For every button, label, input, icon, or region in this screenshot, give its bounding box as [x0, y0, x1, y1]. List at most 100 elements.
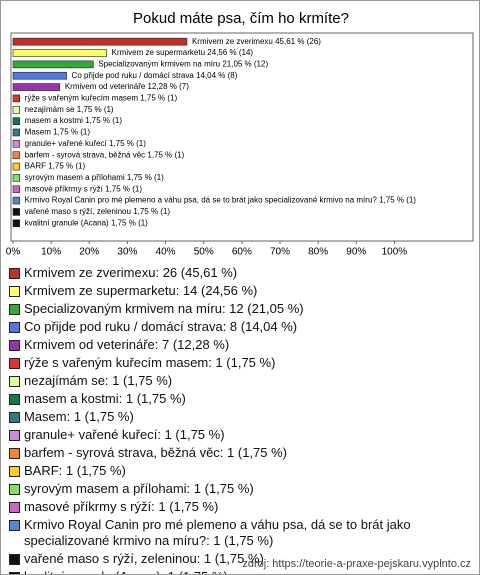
- legend-label: masem a kostmi: 1 (1,75 %): [24, 391, 186, 406]
- source: zdroj: https://teorie-a-praxe-pejskaru.v…: [242, 558, 471, 570]
- legend-label: Krmivem ze zverimexu: 26 (45,61 %): [24, 265, 238, 280]
- bar-label: Specializovaným krmivem na míru 21,05 % …: [98, 59, 268, 68]
- legend-swatch: [9, 430, 20, 441]
- x-tick-label: 0%: [6, 247, 21, 258]
- legend-swatch: [9, 502, 20, 513]
- legend-swatch: [9, 484, 20, 495]
- legend-item: Specializovaným krmivem na míru: 12 (21,…: [9, 301, 464, 317]
- bar: [12, 83, 61, 91]
- legend-item: BARF: 1 (1,75 %): [9, 463, 464, 479]
- legend-swatch: [9, 554, 20, 565]
- x-tick-label: 90%: [346, 247, 366, 258]
- x-tick-label: 60%: [232, 247, 252, 258]
- legend-item: Krmivem ze zverimexu: 26 (45,61 %): [9, 265, 464, 281]
- bar-label: masem a kostmi 1,75 % (1): [25, 116, 123, 125]
- legend-label: barfem - syrová strava, běžná věc: 1 (1,…: [24, 445, 287, 460]
- bar-label: Masem 1,75 % (1): [25, 128, 91, 137]
- bar: [12, 94, 20, 103]
- legend-label: Krmivo Royal Canin pro mé plemeno a váhu…: [24, 517, 411, 548]
- legend-label: syrovým masem a přílohami: 1 (1,75 %): [24, 481, 254, 496]
- legend-label: kvalitní granule (Acana): 1 (1,75 %): [24, 569, 228, 574]
- bar-label: barfem - syrová strava, běžná věc 1,75 %…: [25, 150, 185, 159]
- legend-item: barfem - syrová strava, běžná věc: 1 (1,…: [9, 445, 464, 461]
- bar-label: kvalitní granule (Acana) 1,75 % (1): [25, 218, 149, 227]
- bar-label: rýže s vařeným kuřecím masem 1,75 % (1): [25, 94, 178, 103]
- x-tick-label: 20%: [79, 247, 99, 258]
- legend-item: rýže s vařeným kuřecím masem: 1 (1,75 %): [9, 355, 464, 371]
- bar-label: Krmivem od veterináře 12,28 % (7): [65, 82, 189, 91]
- bar-label: syrovým masem a přílohami 1,75 % (1): [25, 173, 164, 182]
- bar-label: masové příkrmy s rýží 1,75 % (1): [25, 184, 143, 193]
- bar-label: BARF 1,75 % (1): [25, 162, 86, 171]
- x-tick-label: 30%: [117, 247, 137, 258]
- bar: [12, 208, 20, 216]
- bar: [12, 60, 94, 69]
- bar: [12, 128, 20, 137]
- x-tick-label: 50%: [194, 247, 214, 258]
- legend-swatch: [9, 520, 20, 531]
- legend-swatch: [9, 358, 20, 369]
- legend-item: granule+ vařené kuřecí: 1 (1,75 %): [9, 427, 464, 443]
- bar-label: Co přijde pod ruku / domácí strava 14,04…: [72, 71, 238, 80]
- legend-label: Co přijde pod ruku / domácí strava: 8 (1…: [24, 319, 298, 334]
- bar: [12, 140, 20, 148]
- legend-swatch: [9, 322, 20, 333]
- bar: [12, 49, 107, 57]
- bar-label: nezajímám se 1,75 % (1): [25, 105, 114, 114]
- bar: [12, 71, 67, 80]
- x-tick-label: 100%: [382, 247, 408, 258]
- legend-label: vařené maso s rýží, zeleninou: 1 (1,75 %…: [24, 551, 264, 566]
- legend-item: nezajímám se: 1 (1,75 %): [9, 373, 464, 389]
- legend-label: Krmivem ze supermarketu: 14 (24,56 %): [24, 283, 258, 298]
- x-tick-label: 10%: [41, 247, 61, 258]
- bar: [12, 162, 20, 171]
- legend-label: Masem: 1 (1,75 %): [24, 409, 134, 424]
- legend-label: granule+ vařené kuřecí: 1 (1,75 %): [24, 427, 225, 442]
- x-tick-label: 70%: [270, 247, 290, 258]
- legend-swatch: [9, 394, 20, 405]
- legend-swatch: [9, 448, 20, 459]
- legend-label: rýže s vařeným kuřecím masem: 1 (1,75 %): [24, 355, 276, 370]
- bar: [12, 196, 20, 205]
- legend-item: Krmivem od veterináře: 7 (12,28 %): [9, 337, 464, 353]
- legend-item: masové příkrmy s rýží: 1 (1,75 %): [9, 499, 464, 515]
- legend: Krmivem ze zverimexu: 26 (45,61 %) Krmive…: [9, 265, 464, 574]
- legend-swatch: [9, 412, 20, 423]
- legend-label: nezajímám se: 1 (1,75 %): [24, 373, 173, 388]
- legend-label: Krmivem od veterináře: 7 (12,28 %): [24, 337, 230, 352]
- x-tick-label: 40%: [156, 247, 176, 258]
- legend-label: BARF: 1 (1,75 %): [24, 463, 126, 478]
- legend-label: Specializovaným krmivem na míru: 12 (21,…: [24, 301, 304, 316]
- legend-item: syrovým masem a přílohami: 1 (1,75 %): [9, 481, 464, 497]
- bar: [12, 37, 188, 46]
- legend-item: masem a kostmi: 1 (1,75 %): [9, 391, 464, 407]
- legend-swatch: [9, 572, 20, 574]
- legend-item: Krmivo Royal Canin pro mé plemeno a váhu…: [9, 517, 464, 549]
- legend-item: kvalitní granule (Acana): 1 (1,75 %): [9, 569, 464, 574]
- legend-label: masové příkrmy s rýží: 1 (1,75 %): [24, 499, 219, 514]
- legend-swatch: [9, 466, 20, 477]
- bar: [12, 185, 20, 194]
- bar: [12, 174, 20, 182]
- bar: [12, 219, 20, 228]
- bar: [12, 105, 20, 114]
- legend-swatch: [9, 376, 20, 387]
- bar-label: vařené maso s rýží, zeleninou 1,75 % (1): [25, 207, 171, 216]
- legend-item: Krmivem ze supermarketu: 14 (24,56 %): [9, 283, 464, 299]
- bar-label: Krmivem ze zverimexu 45,61 % (26): [192, 37, 321, 46]
- bar-label: Krmivem ze supermarketu 24,56 % (14): [112, 48, 254, 57]
- legend-item: Co přijde pod ruku / domácí strava: 8 (1…: [9, 319, 464, 335]
- bar-label: granule+ vařené kuřecí 1,75 % (1): [25, 139, 147, 148]
- bar-label: Krmivo Royal Canin pro mé plemeno a váhu…: [25, 196, 417, 205]
- legend-item: Masem: 1 (1,75 %): [9, 409, 464, 425]
- legend-swatch: [9, 340, 20, 351]
- legend-item: vařené maso s rýží, zeleninou: 1 (1,75 %…: [9, 551, 464, 567]
- chart-title: Pokud máte psa, čím ho krmíte?: [133, 10, 349, 27]
- chart: Pokud máte psa, čím ho krmíte? 0% 10% 20% 3…: [6, 10, 474, 258]
- legend-swatch: [9, 268, 20, 279]
- legend-swatch: [9, 286, 20, 297]
- bar: [12, 151, 20, 159]
- bar: [12, 117, 20, 125]
- legend-swatch: [9, 304, 20, 315]
